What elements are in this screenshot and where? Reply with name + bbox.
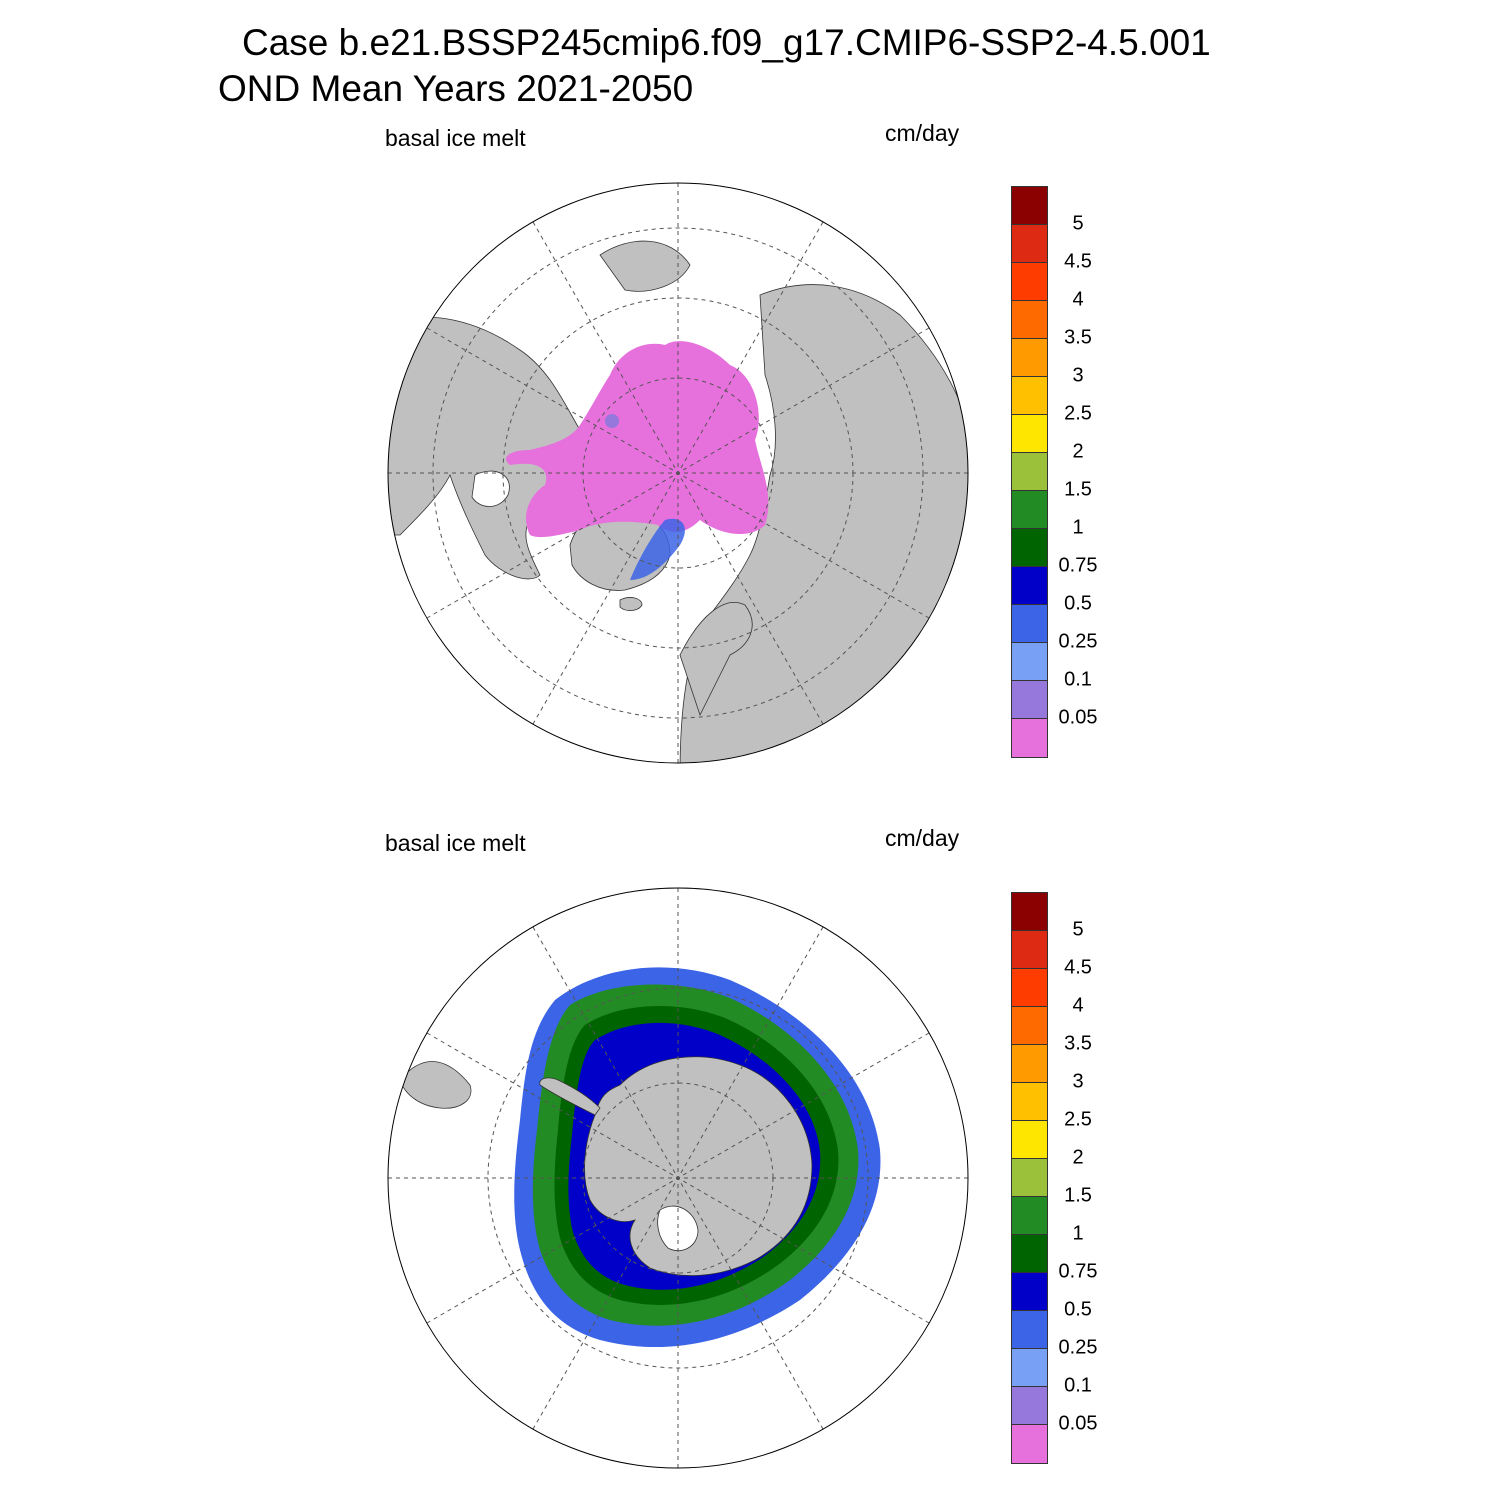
colorbar-tick-label: 0.75 (1058, 554, 1098, 577)
arctic-map (380, 175, 980, 775)
title-line-1: Case b.e21.BSSP245cmip6.f09_g17.CMIP6-SS… (242, 22, 1211, 63)
colorbar-swatch (1012, 1197, 1047, 1235)
colorbar-tick-label: 3.5 (1064, 326, 1092, 349)
south-america-land (399, 1061, 472, 1109)
colorbar-tick-label: 2.5 (1064, 1108, 1092, 1131)
colorbar-tick-label: 4.5 (1064, 250, 1092, 273)
antarctic-peninsula (539, 1077, 601, 1116)
ross-ice-shelf (657, 1205, 699, 1252)
panel1-units-label: cm/day (885, 120, 960, 146)
colorbar-south (1011, 892, 1048, 1464)
hudson-bay (471, 470, 510, 507)
colorbar-swatch (1012, 605, 1047, 643)
colorbar-swatch (1012, 1311, 1047, 1349)
colorbar-tick-label: 0.05 (1058, 1412, 1098, 1435)
colorbar-tick-label: 4 (1072, 288, 1084, 311)
colorbar-swatch (1012, 1273, 1047, 1311)
scandinavia-coast (679, 602, 753, 717)
colorbar-swatch (1012, 529, 1047, 567)
colorbar-swatch (1012, 187, 1047, 225)
colorbar-swatch (1012, 1159, 1047, 1197)
colorbar-swatch (1012, 491, 1047, 529)
colorbar-tick-label: 4 (1072, 994, 1084, 1017)
colorbar-swatch (1012, 1387, 1047, 1425)
iceland-land (619, 597, 643, 611)
colorbar-tick-label: 1 (1072, 1222, 1084, 1245)
colorbar-swatch (1012, 681, 1047, 719)
panel1-variable-label: basal ice melt (385, 125, 526, 151)
colorbar-tick-label: 0.1 (1064, 1374, 1092, 1397)
colorbar-swatch (1012, 1349, 1047, 1387)
colorbar-swatch (1012, 1045, 1047, 1083)
colorbar-swatch (1012, 1121, 1047, 1159)
colorbar-swatch (1012, 931, 1047, 969)
colorbar-swatch (1012, 643, 1047, 681)
colorbar-tick-label: 5 (1072, 212, 1084, 235)
colorbar-north (1011, 186, 1048, 758)
panel2-units-label: cm/day (885, 825, 960, 851)
colorbar-tick-label: 3 (1072, 1070, 1084, 1093)
colorbar-tick-label: 2 (1072, 1146, 1084, 1169)
colorbar-swatch (1012, 893, 1047, 931)
colorbar-swatch (1012, 567, 1047, 605)
colorbar-tick-label: 0.1 (1064, 668, 1092, 691)
colorbar-swatch (1012, 377, 1047, 415)
colorbar-swatch (1012, 1083, 1047, 1121)
colorbar-tick-label: 5 (1072, 918, 1084, 941)
colorbar-swatch (1012, 969, 1047, 1007)
colorbar-swatch (1012, 1235, 1047, 1273)
colorbar-tick-label: 2.5 (1064, 402, 1092, 425)
colorbar-swatch (1012, 1425, 1047, 1463)
title-line-2: OND Mean Years 2021-2050 (218, 68, 694, 109)
colorbar-tick-label: 3.5 (1064, 1032, 1092, 1055)
colorbar-swatch (1012, 339, 1047, 377)
colorbar-swatch (1012, 301, 1047, 339)
antarctic-map (380, 880, 980, 1480)
colorbar-tick-label: 1 (1072, 516, 1084, 539)
colorbar-tick-label: 0.75 (1058, 1260, 1098, 1283)
alaska-land (599, 240, 691, 292)
colorbar-tick-label: 0.05 (1058, 706, 1098, 729)
colorbar-tick-label: 0.5 (1064, 1298, 1092, 1321)
colorbar-swatch (1012, 719, 1047, 757)
colorbar-tick-label: 1.5 (1064, 1184, 1092, 1207)
colorbar-swatch (1012, 415, 1047, 453)
colorbar-tick-label: 4.5 (1064, 956, 1092, 979)
colorbar-tick-label: 0.25 (1058, 630, 1098, 653)
colorbar-tick-label: 0.5 (1064, 592, 1092, 615)
colorbar-tick-label: 3 (1072, 364, 1084, 387)
colorbar-swatch (1012, 453, 1047, 491)
panel2-variable-label: basal ice melt (385, 830, 526, 856)
colorbar-swatch (1012, 1007, 1047, 1045)
colorbar-tick-label: 0.25 (1058, 1336, 1098, 1359)
arctic-melt-low (630, 518, 685, 580)
colorbar-swatch (1012, 225, 1047, 263)
arctic-melt-field (506, 341, 769, 538)
colorbar-swatch (1012, 263, 1047, 301)
colorbar-tick-label: 1.5 (1064, 478, 1092, 501)
colorbar-tick-label: 2 (1072, 440, 1084, 463)
